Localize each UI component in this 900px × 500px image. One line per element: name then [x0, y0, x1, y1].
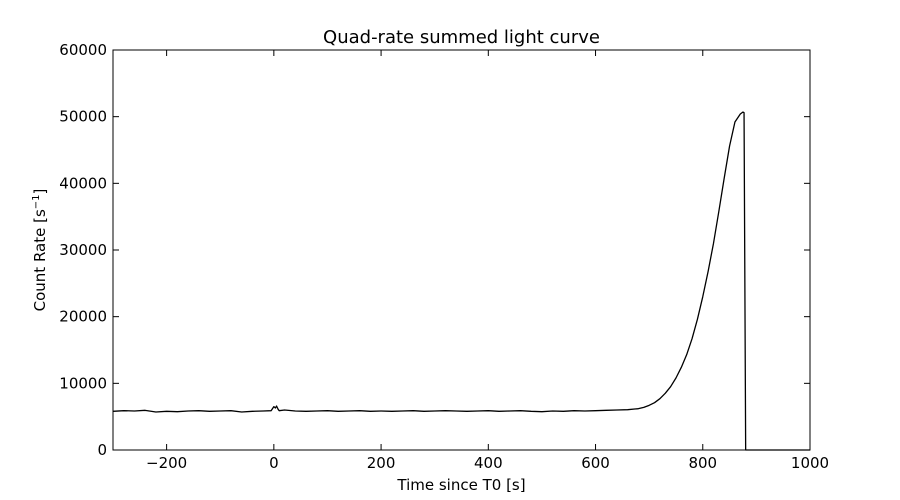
x-tick-label: 1000 — [791, 454, 829, 472]
chart-title: Quad-rate summed light curve — [323, 27, 600, 48]
x-tick-label: 800 — [688, 454, 717, 472]
y-axis: 0 10000 20000 30000 40000 50000 60000 — [59, 41, 810, 459]
x-tick-label: 200 — [367, 454, 396, 472]
y-tick-label: 30000 — [59, 241, 107, 259]
plot-frame — [112, 49, 811, 451]
x-tick-label: 0 — [269, 454, 279, 472]
y-axis-label-superscript: −1 — [31, 194, 42, 209]
y-tick-label: 0 — [97, 441, 107, 459]
y-tick-label: 60000 — [59, 41, 107, 59]
y-axis-label-main: Count Rate [s — [31, 209, 49, 311]
y-axis-label: Count Rate [s−1] — [31, 189, 49, 312]
series-line-count-rate — [112, 111, 810, 451]
y-tick-label: 10000 — [59, 374, 107, 392]
x-tick-label: 400 — [474, 454, 503, 472]
y-tick-label: 20000 — [59, 308, 107, 326]
plot-area — [112, 49, 811, 451]
y-tick-label: 50000 — [59, 108, 107, 126]
x-axis-label: Time since T0 [s] — [396, 476, 525, 494]
y-tick-label: 40000 — [59, 174, 107, 192]
x-tick-label: −200 — [146, 454, 187, 472]
x-axis: −200 0 200 400 600 800 1000 — [146, 50, 829, 472]
x-tick-label: 600 — [581, 454, 610, 472]
y-axis-label-end: ] — [31, 189, 49, 195]
